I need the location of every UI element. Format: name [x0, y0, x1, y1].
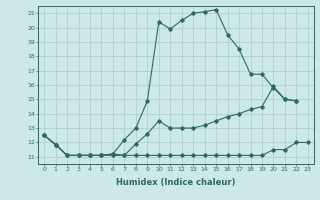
X-axis label: Humidex (Indice chaleur): Humidex (Indice chaleur) — [116, 178, 236, 187]
